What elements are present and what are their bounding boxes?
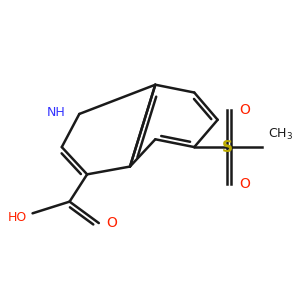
Text: O: O (239, 103, 250, 117)
Text: NH: NH (47, 106, 66, 118)
Text: O: O (106, 216, 118, 230)
Text: S: S (222, 140, 233, 154)
Text: CH$_3$: CH$_3$ (268, 127, 293, 142)
Text: HO: HO (8, 211, 27, 224)
Text: O: O (239, 177, 250, 191)
